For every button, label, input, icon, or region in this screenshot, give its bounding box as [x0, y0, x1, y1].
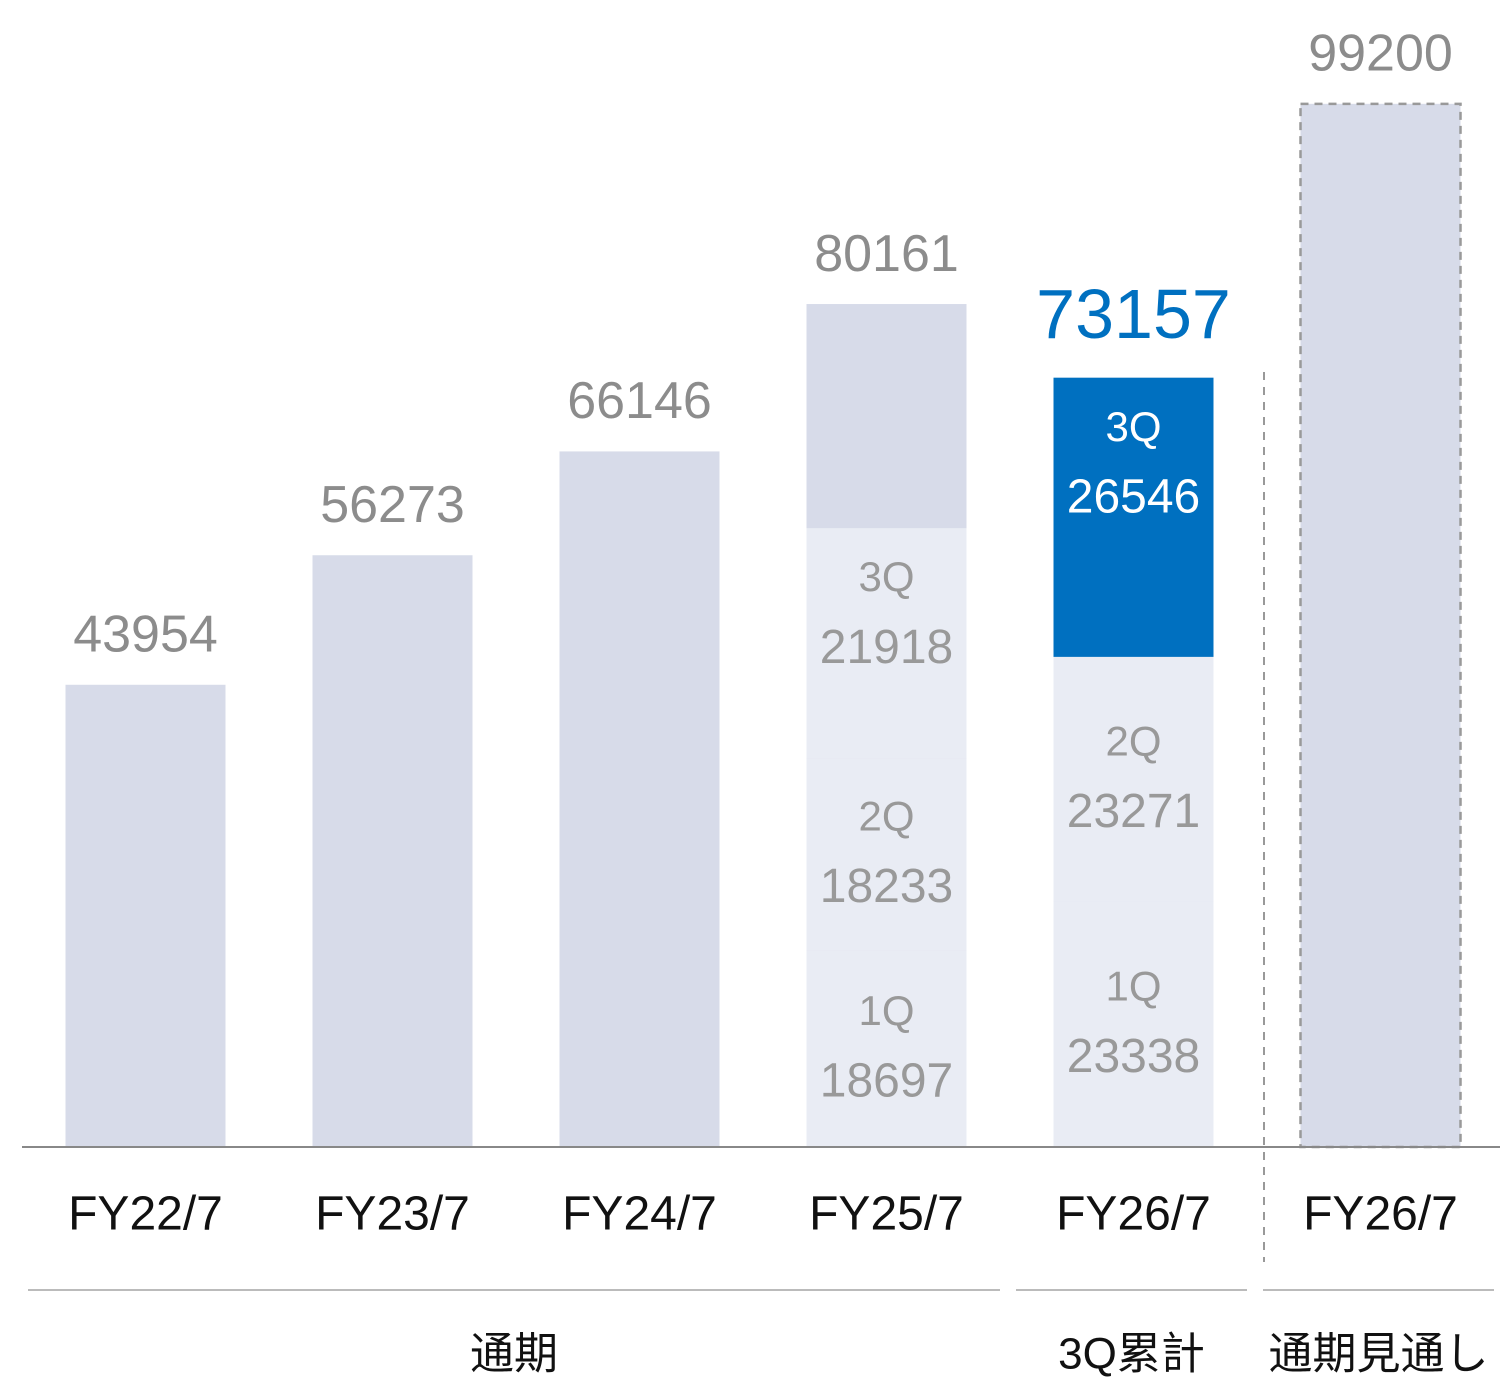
segment-name: 1Q — [858, 987, 914, 1034]
bar — [1299, 102, 1462, 1149]
segment-label: 23338 — [1067, 1030, 1200, 1083]
group-label: 通期 — [470, 1330, 558, 1379]
segment-name: 3Q — [858, 553, 914, 600]
segment-label: 21918 — [820, 621, 953, 674]
segment-name: 3Q — [1105, 403, 1161, 450]
bar — [312, 555, 473, 1147]
x-tick-label: FY23/7 — [315, 1188, 470, 1241]
bar-segment — [1053, 377, 1214, 657]
value-label: 56273 — [320, 476, 465, 534]
segment-label: 18233 — [820, 860, 953, 913]
value-label: 66146 — [567, 372, 712, 430]
x-tick-label: FY26/7 — [1056, 1188, 1211, 1241]
segment-name: 2Q — [858, 793, 914, 840]
segment-label: 18697 — [820, 1054, 953, 1107]
bar-segment — [806, 950, 967, 1147]
x-tick-label: FY25/7 — [809, 1188, 964, 1241]
value-label: 73157 — [1036, 275, 1231, 353]
x-tick-label: FY24/7 — [562, 1188, 717, 1241]
bar-segment — [1053, 656, 1214, 902]
segment-name: 2Q — [1105, 717, 1161, 764]
value-label: 43954 — [73, 606, 218, 664]
bar — [65, 684, 226, 1147]
segment-label: 26546 — [1067, 470, 1200, 523]
value-label: 99200 — [1308, 25, 1453, 83]
bar-segment — [1053, 901, 1214, 1147]
group-label: 3Q累計 — [1058, 1330, 1205, 1379]
bar-segment — [806, 528, 967, 759]
x-tick-label: FY26/7 — [1303, 1188, 1458, 1241]
bar-segment — [806, 758, 967, 951]
bar — [559, 451, 720, 1147]
group-label: 通期見通し — [1269, 1330, 1489, 1379]
segment-name: 1Q — [1105, 962, 1161, 1009]
x-tick-label: FY22/7 — [68, 1188, 223, 1241]
value-label: 80161 — [814, 225, 959, 283]
segment-label: 23271 — [1067, 785, 1200, 838]
